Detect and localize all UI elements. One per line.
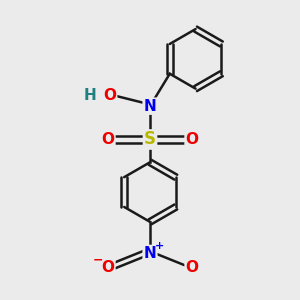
Text: O: O — [101, 132, 114, 147]
Text: −: − — [93, 254, 104, 267]
Text: O: O — [101, 260, 114, 275]
Text: S: S — [144, 130, 156, 148]
Text: O: O — [103, 88, 116, 103]
Text: O: O — [186, 132, 199, 147]
Text: O: O — [186, 260, 199, 275]
Text: H: H — [83, 88, 96, 103]
Text: +: + — [155, 241, 164, 251]
Text: N: N — [144, 99, 156, 114]
Text: N: N — [144, 246, 156, 261]
